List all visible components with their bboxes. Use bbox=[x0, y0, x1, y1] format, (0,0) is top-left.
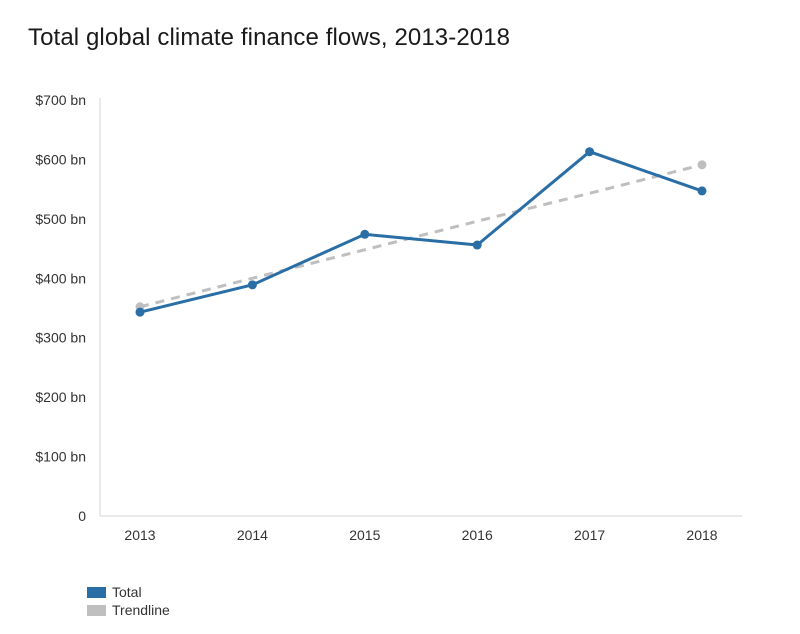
legend-swatch-trendline bbox=[87, 604, 106, 616]
y-tick-label: $300 bn bbox=[35, 330, 86, 346]
data-point-total bbox=[697, 186, 707, 196]
x-tick-label: 2013 bbox=[124, 527, 155, 543]
y-tick-label: $100 bn bbox=[35, 449, 86, 465]
data-point-trendline bbox=[697, 160, 707, 170]
legend-item-total[interactable]: Total bbox=[87, 583, 170, 601]
x-tick-label: 2015 bbox=[349, 527, 380, 543]
x-tick-label: 2018 bbox=[686, 527, 717, 543]
y-tick-label: $200 bn bbox=[35, 389, 86, 405]
legend-item-trendline[interactable]: Trendline bbox=[87, 601, 170, 619]
data-point-total bbox=[247, 280, 257, 290]
series-line-trendline bbox=[139, 163, 703, 309]
series-layer bbox=[135, 147, 707, 317]
y-tick-label: $500 bn bbox=[35, 211, 86, 227]
y-tick-labels: 0 $100 bn $200 bn $300 bn $400 bn $500 bn $600… bbox=[35, 92, 86, 524]
y-tick-label: $600 bn bbox=[35, 151, 86, 167]
series-line-total bbox=[139, 150, 703, 314]
data-point-total bbox=[135, 307, 145, 317]
data-point-total bbox=[360, 229, 370, 239]
y-tick-label: $700 bn bbox=[35, 92, 86, 108]
legend-swatch-total bbox=[87, 586, 106, 598]
x-tick-label: 2014 bbox=[237, 527, 268, 543]
axes bbox=[99, 98, 742, 517]
x-tick-labels: 2013 2014 2015 2016 2017 2018 bbox=[124, 527, 717, 543]
x-tick-label: 2016 bbox=[462, 527, 493, 543]
data-point-total bbox=[472, 240, 482, 250]
legend-label: Total bbox=[112, 584, 142, 600]
y-tick-label: $400 bn bbox=[35, 270, 86, 286]
data-point-total bbox=[585, 147, 595, 157]
chart-title: Total global climate finance flows, 2013… bbox=[28, 24, 511, 51]
legend-label: Trendline bbox=[112, 602, 170, 618]
x-tick-label: 2017 bbox=[574, 527, 605, 543]
legend: Total Trendline bbox=[87, 583, 170, 619]
y-tick-label: 0 bbox=[78, 508, 86, 524]
